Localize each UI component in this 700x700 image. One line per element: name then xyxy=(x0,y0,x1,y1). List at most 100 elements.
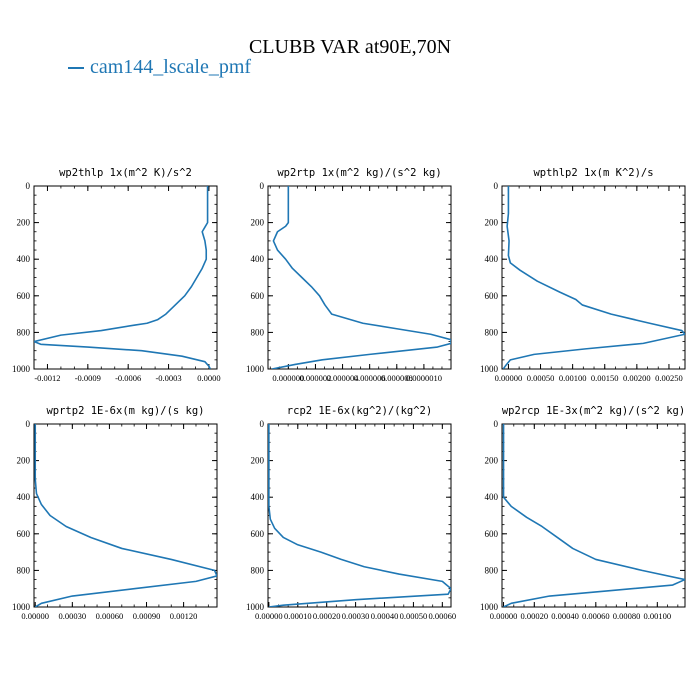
y-tick-label: 400 xyxy=(251,492,265,502)
x-tick-label: 0.00020 xyxy=(313,611,341,621)
y-tick-label: 200 xyxy=(485,456,499,466)
y-tick-label: 1000 xyxy=(12,364,31,374)
legend-label: cam144_lscale_pmf xyxy=(90,56,252,78)
panel-title: wprtp2 1E-6x(m kg)/(s kg) xyxy=(46,405,204,417)
y-tick-label: 600 xyxy=(485,291,499,301)
y-tick-label: 400 xyxy=(17,492,31,502)
y-tick-label: 200 xyxy=(251,456,265,466)
x-tick-label: 0.00030 xyxy=(59,611,87,621)
series-line xyxy=(34,186,211,369)
y-tick-label: 400 xyxy=(251,254,265,264)
y-tick-label: 800 xyxy=(485,327,499,337)
x-tick-label: 0.00000 xyxy=(495,373,523,383)
panel-2: wp2rtp 1x(m^2 kg)/(s^2 kg) 0 200 400 600 800 1… xyxy=(246,167,452,383)
y-tick-label: 0 xyxy=(260,419,265,429)
series-line xyxy=(34,424,217,607)
panel-6: wp2rcp 1E-3x(m^2 kg)/(s^2 kg)0 200 400 600 8… xyxy=(480,405,686,621)
x-tick-label: -0.0009 xyxy=(75,373,101,383)
y-tick-label: 0 xyxy=(494,181,499,191)
y-tick-label: 800 xyxy=(17,327,31,337)
y-tick-label: 1000 xyxy=(12,602,31,612)
x-tick-label: 0.0000 xyxy=(197,373,220,383)
y-tick-label: 800 xyxy=(17,565,31,575)
x-tick-label: 0.00090 xyxy=(133,611,161,621)
x-tick-label: 0.00100 xyxy=(559,373,587,383)
y-tick-label: 0 xyxy=(260,181,265,191)
x-tick-label: 0.00200 xyxy=(623,373,651,383)
chart-title: CLUBB VAR at90E,70N xyxy=(248,36,452,58)
panel-title: wp2rtp 1x(m^2 kg)/(s^2 kg) xyxy=(277,167,441,179)
y-tick-label: 1000 xyxy=(246,602,265,612)
x-tick-label: 0.00000 xyxy=(490,611,518,621)
series-line xyxy=(271,186,451,369)
y-tick-label: 0 xyxy=(26,181,31,191)
panel-title: wpthlp2 1x(m K^2)/s xyxy=(533,167,653,179)
x-tick-label: 0.000000 xyxy=(272,373,304,383)
x-tick-label: -0.0006 xyxy=(115,373,141,383)
x-tick-label: 0.00100 xyxy=(644,611,672,621)
y-tick-label: 600 xyxy=(17,291,31,301)
x-tick-label: 0.00050 xyxy=(400,611,428,621)
y-tick-label: 600 xyxy=(251,529,265,539)
x-tick-label: 0.000008 xyxy=(381,373,413,383)
y-tick-label: 600 xyxy=(251,291,265,301)
x-tick-label: 0.00080 xyxy=(613,611,641,621)
y-tick-label: 600 xyxy=(17,529,31,539)
panel-4: wprtp2 1E-6x(m kg)/(s kg) 0 200 400 600 800 10… xyxy=(12,405,218,621)
x-tick-label: -0.0012 xyxy=(34,373,60,383)
x-tick-label: 0.00040 xyxy=(371,611,399,621)
x-tick-label: 0.00060 xyxy=(582,611,610,621)
y-tick-label: 400 xyxy=(485,492,499,502)
x-tick-label: -0.0003 xyxy=(155,373,181,383)
x-tick-label: 0.0000010 xyxy=(406,373,442,383)
panel-title: rcp2 1E-6x(kg^2)/(kg^2) xyxy=(287,405,432,417)
panel-5: rcp2 1E-6x(kg^2)/(kg^2) 0 200 400 600 800 1000… xyxy=(246,405,456,621)
y-tick-label: 1000 xyxy=(246,364,265,374)
y-tick-label: 200 xyxy=(17,218,31,228)
panel-1: wp2thlp 1x(m^2 K)/s^202004006008001000-0… xyxy=(12,167,221,383)
x-tick-label: 0.00060 xyxy=(96,611,124,621)
x-tick-label: 0.00250 xyxy=(655,373,683,383)
y-tick-label: 400 xyxy=(17,254,31,264)
x-tick-label: 0.000006 xyxy=(354,373,386,383)
series-line xyxy=(268,424,451,607)
y-tick-label: 1000 xyxy=(480,602,499,612)
x-tick-label: 0.00000 xyxy=(21,611,49,621)
plot-frame xyxy=(267,185,452,370)
x-tick-label: 0.00120 xyxy=(170,611,198,621)
x-tick-label: 0.00040 xyxy=(551,611,579,621)
panel-title: wp2thlp 1x(m^2 K)/s^2 xyxy=(59,167,192,179)
y-tick-label: 200 xyxy=(485,218,499,228)
panel-title: wp2rcp 1E-3x(m^2 kg)/(s^2 kg) xyxy=(502,405,685,417)
y-tick-label: 0 xyxy=(494,419,499,429)
x-tick-label: 0.00020 xyxy=(520,611,548,621)
series-line xyxy=(502,424,685,607)
plot-frame xyxy=(33,185,218,370)
panel-3: wpthlp2 1x(m K^2)/s020040060080010000.00… xyxy=(480,167,686,383)
y-tick-label: 800 xyxy=(251,327,265,337)
x-tick-label: 0.00010 xyxy=(284,611,312,621)
x-tick-label: 0.000004 xyxy=(327,373,360,383)
plot-frame xyxy=(267,423,452,608)
y-tick-label: 200 xyxy=(17,456,31,466)
plot-frame xyxy=(501,185,686,370)
y-tick-label: 800 xyxy=(251,565,265,575)
x-tick-label: 0.00060 xyxy=(429,611,457,621)
x-tick-label: 0.00050 xyxy=(527,373,555,383)
y-tick-label: 200 xyxy=(251,218,265,228)
y-tick-label: 800 xyxy=(485,565,499,575)
legend-line-swatch xyxy=(68,67,84,70)
y-tick-label: 600 xyxy=(485,529,499,539)
x-tick-label: 0.00000 xyxy=(255,611,283,621)
plot-frame xyxy=(501,423,686,608)
x-tick-label: 0.00150 xyxy=(591,373,619,383)
y-tick-label: 0 xyxy=(26,419,31,429)
y-tick-label: 400 xyxy=(485,254,499,264)
y-tick-label: 1000 xyxy=(480,364,499,374)
series-line xyxy=(502,186,685,369)
legend: cam144_lscale_pmf xyxy=(68,56,251,79)
x-tick-label: 0.000002 xyxy=(300,373,332,383)
x-tick-label: 0.00030 xyxy=(342,611,370,621)
plot-frame xyxy=(33,423,218,608)
